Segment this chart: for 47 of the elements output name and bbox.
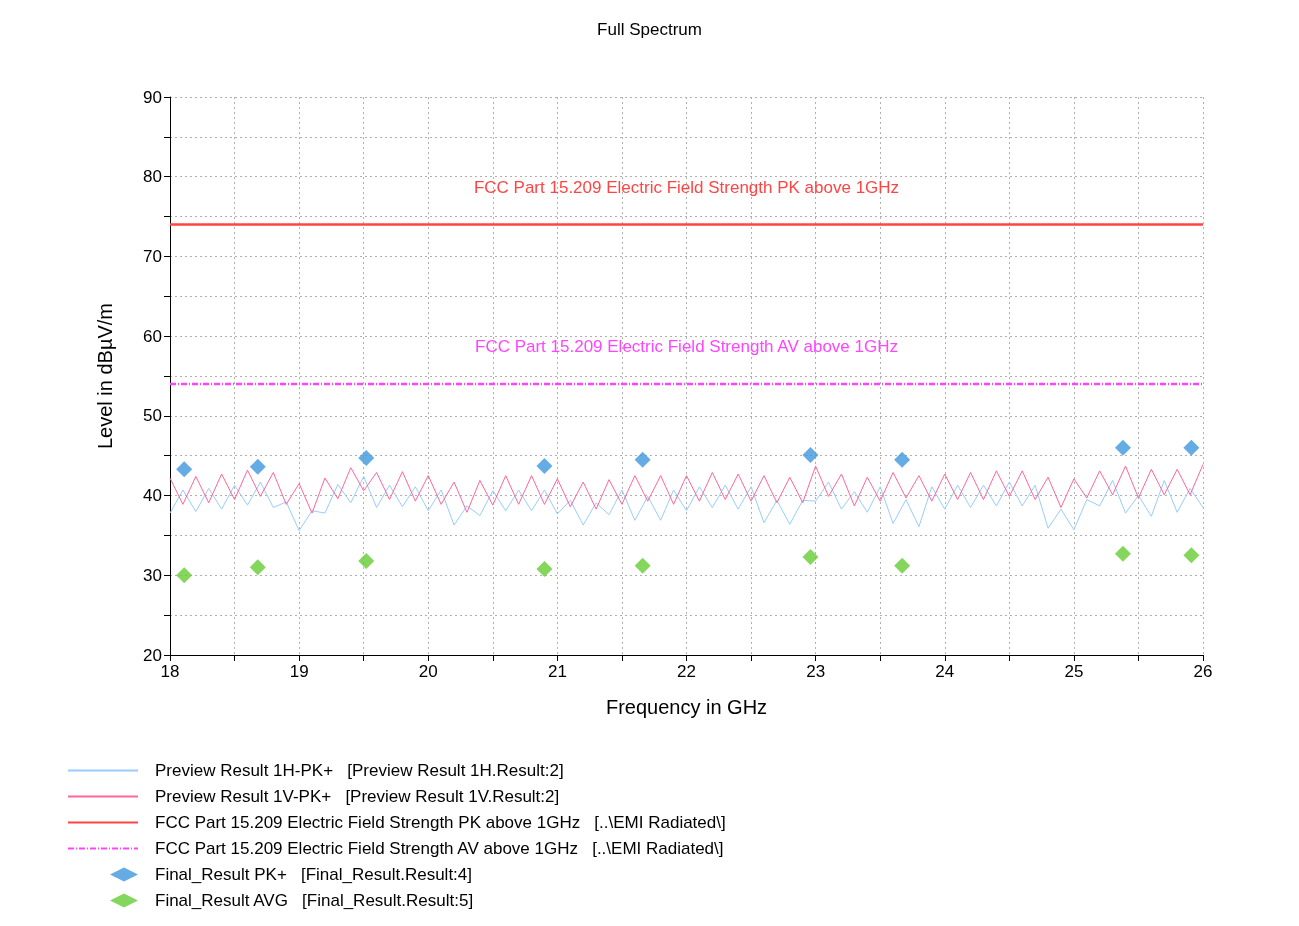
x-tick-label: 20 — [418, 662, 438, 681]
y-tick-label: 60 — [143, 326, 162, 346]
legend-label: Final_Result AVG [Final_Result.Result:5] — [155, 891, 474, 910]
legend-label: FCC Part 15.209 Electric Field Strength PK above 1GHz [..\EMI Radiated\] — [155, 813, 726, 832]
y-tick-label: 50 — [143, 406, 162, 426]
annotation: FCC Part 15.209 Electric Field Strength PK above 1GHz — [473, 178, 900, 198]
point — [176, 567, 193, 584]
legend-label: Preview Result 1V-PK+ [Preview Result 1V.Result:2] — [155, 787, 560, 806]
y-tick-label: 40 — [143, 486, 162, 506]
point — [249, 458, 266, 475]
point — [634, 451, 651, 468]
legend-label: Final_Result PK+ [Final_Result.Result:4] — [155, 865, 473, 884]
point — [1114, 545, 1131, 562]
legend-label: Preview Result 1H-PK+ [Preview Result 1H.Result:2] — [155, 761, 564, 780]
point — [634, 557, 651, 574]
x-tick-label: 22 — [677, 662, 696, 681]
point — [176, 461, 193, 478]
x-tick-label: 26 — [1193, 662, 1213, 681]
point — [802, 446, 819, 463]
point — [536, 458, 553, 475]
point — [894, 557, 911, 574]
y-tick-label: 80 — [143, 167, 162, 187]
x-tick-label: 18 — [160, 662, 180, 681]
x-tick-label: 25 — [1064, 662, 1084, 681]
x-tick-label: 24 — [935, 662, 955, 681]
x-tick-label: 19 — [289, 662, 309, 681]
point — [536, 560, 553, 577]
legend-label: FCC Part 15.209 Electric Field Strength AV above 1GHz [..\EMI Radiated\] — [155, 839, 724, 858]
point — [894, 451, 911, 468]
y-tick-label: 90 — [143, 87, 162, 107]
point — [1114, 439, 1131, 456]
point — [358, 552, 375, 569]
x-tick-label: 21 — [547, 662, 567, 681]
y-tick-label: 20 — [143, 645, 162, 665]
x-tick-label: 23 — [806, 662, 826, 681]
point — [358, 450, 375, 467]
point — [802, 548, 819, 565]
chart-title: Full Spectrum — [597, 20, 702, 39]
point — [249, 559, 266, 576]
x-axis-title: Frequency in GHz — [605, 696, 768, 718]
line-series — [169, 475, 1204, 532]
point — [1183, 439, 1200, 456]
y-tick-label: 70 — [143, 246, 162, 266]
annotation: FCC Part 15.209 Electric Field Strength AV above 1GHz — [475, 337, 898, 357]
y-tick-label: 30 — [143, 565, 162, 585]
point — [1183, 547, 1200, 564]
y-axis-title: Level in dBµV/m — [94, 302, 116, 450]
